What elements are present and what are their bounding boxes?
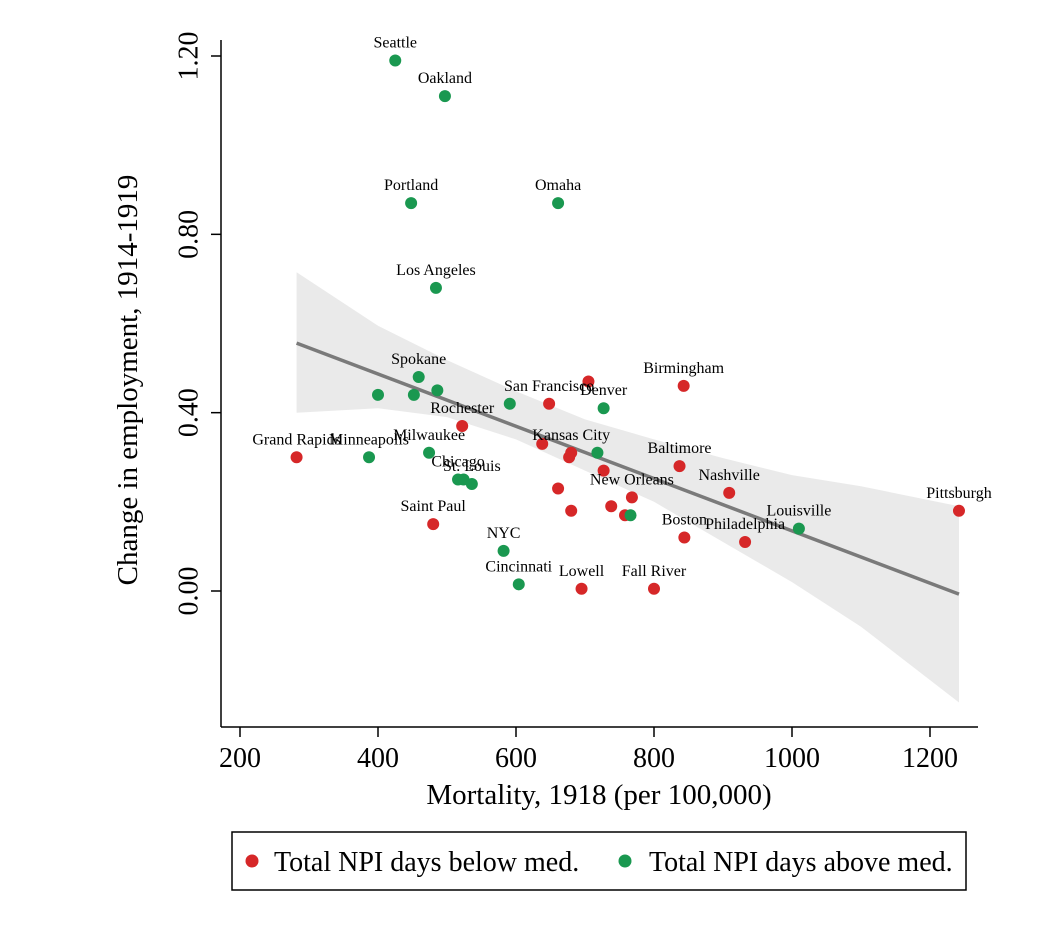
point-above-12	[423, 446, 436, 459]
point-label: New Orleans	[590, 471, 674, 488]
x-tick-label: 1200	[902, 743, 958, 774]
point-label: Baltimore	[648, 440, 712, 457]
point-above-19	[512, 578, 525, 591]
point-above-6	[372, 388, 384, 401]
y-axis-label: Change in employment, 1914-1919	[112, 175, 144, 586]
point-below-11	[565, 504, 578, 517]
point-label: Oakland	[418, 70, 472, 87]
points-layer	[290, 54, 965, 595]
y-ticks: 0.00 0.40 0.80 1.20	[173, 32, 221, 616]
point-below-14	[625, 491, 638, 504]
point-above-1	[438, 90, 451, 103]
fit-line	[295, 341, 960, 596]
point-below-19	[575, 582, 588, 595]
point-above-10	[597, 402, 610, 415]
plot-area: Grand Rapids Rochester Saint Paul San Franc…	[252, 34, 992, 703]
legend-label-above: Total NPI days above med.	[649, 847, 953, 878]
x-ticks: 200 400 600 800 1000 1200	[219, 727, 958, 774]
point-above-0	[389, 54, 402, 67]
point-label: Minneapolis	[329, 431, 409, 448]
point-label: St. Louis	[443, 458, 501, 475]
point-below-6	[536, 437, 549, 450]
point-above-5	[412, 371, 425, 383]
point-label: Birmingham	[643, 360, 724, 377]
y-tick-label: 0.80	[173, 210, 204, 259]
point-label: Philadelphia	[705, 516, 785, 533]
legend: Total NPI days below med. Total NPI days…	[231, 831, 967, 891]
x-tick-label: 1000	[764, 743, 820, 774]
legend-label-below: Total NPI days below med.	[274, 847, 579, 878]
point-label: Spokane	[391, 351, 446, 368]
point-label: NYC	[487, 525, 521, 542]
point-below-21	[952, 504, 965, 517]
point-above-2	[405, 197, 418, 210]
point-label: Seattle	[373, 34, 417, 51]
point-below-8	[563, 451, 576, 464]
point-label: Lowell	[559, 563, 605, 580]
point-below-0	[290, 451, 303, 464]
legend-marker-below	[245, 854, 259, 868]
point-below-2	[427, 518, 440, 531]
point-below-1	[456, 420, 469, 433]
point-label: Saint Paul	[401, 498, 467, 515]
point-label: Louisville	[766, 503, 831, 520]
point-below-20	[648, 582, 660, 595]
x-tick-label: 200	[219, 743, 261, 774]
point-label: San Francisco	[504, 378, 594, 395]
legend-marker-above	[618, 854, 632, 868]
point-above-18	[497, 544, 510, 557]
point-label: Chicago	[431, 454, 484, 471]
point-below-18	[739, 535, 752, 548]
x-axis-label: Mortality, 1918 (per 100,000)	[426, 779, 771, 811]
point-label: Fall River	[622, 563, 687, 580]
point-above-3	[552, 197, 565, 210]
point-label: Boston	[662, 512, 707, 529]
y-tick-label: 0.00	[173, 567, 204, 616]
point-above-16	[591, 446, 604, 459]
y-axis: 0.00 0.40 0.80 1.20	[173, 32, 222, 727]
point-below-12	[605, 500, 618, 513]
point-below-4	[582, 375, 595, 388]
point-above-8	[431, 384, 444, 397]
x-tick-label: 600	[495, 743, 537, 774]
point-below-17	[678, 531, 691, 544]
point-label: Portland	[384, 177, 438, 194]
point-labels-layer: Grand Rapids Rochester Saint Paul San Franc…	[252, 34, 991, 579]
point-below-10	[552, 482, 565, 495]
point-above-15	[465, 478, 478, 490]
point-above-4	[429, 281, 442, 294]
x-tick-label: 400	[357, 743, 399, 774]
point-label: Cincinnati	[485, 558, 552, 575]
point-above-11	[363, 451, 376, 464]
point-label: Denver	[580, 382, 628, 399]
point-label: Rochester	[430, 400, 495, 417]
point-above-20	[792, 522, 805, 535]
point-above-7	[407, 388, 420, 401]
point-above-17	[624, 509, 637, 522]
point-label: Grand Rapids	[252, 431, 340, 448]
x-axis: 200 400 600 800 1000 1200	[219, 726, 978, 774]
confidence-band	[296, 272, 960, 703]
point-label: Nashville	[699, 467, 760, 484]
x-tick-label: 800	[633, 743, 675, 774]
legend-box	[231, 831, 967, 891]
point-below-5	[677, 379, 690, 392]
y-tick-label: 1.20	[173, 32, 204, 81]
point-below-16	[723, 486, 736, 499]
point-label: Kansas City	[532, 427, 610, 444]
point-above-9	[503, 397, 516, 410]
point-below-9	[597, 464, 610, 477]
point-below-15	[673, 460, 686, 473]
point-label: Pittsburgh	[926, 485, 992, 502]
point-label: Los Angeles	[396, 262, 476, 279]
point-label: Omaha	[535, 177, 581, 194]
point-below-3	[543, 397, 556, 410]
point-label: Milwaukee	[393, 427, 465, 444]
y-tick-label: 0.40	[173, 388, 204, 437]
